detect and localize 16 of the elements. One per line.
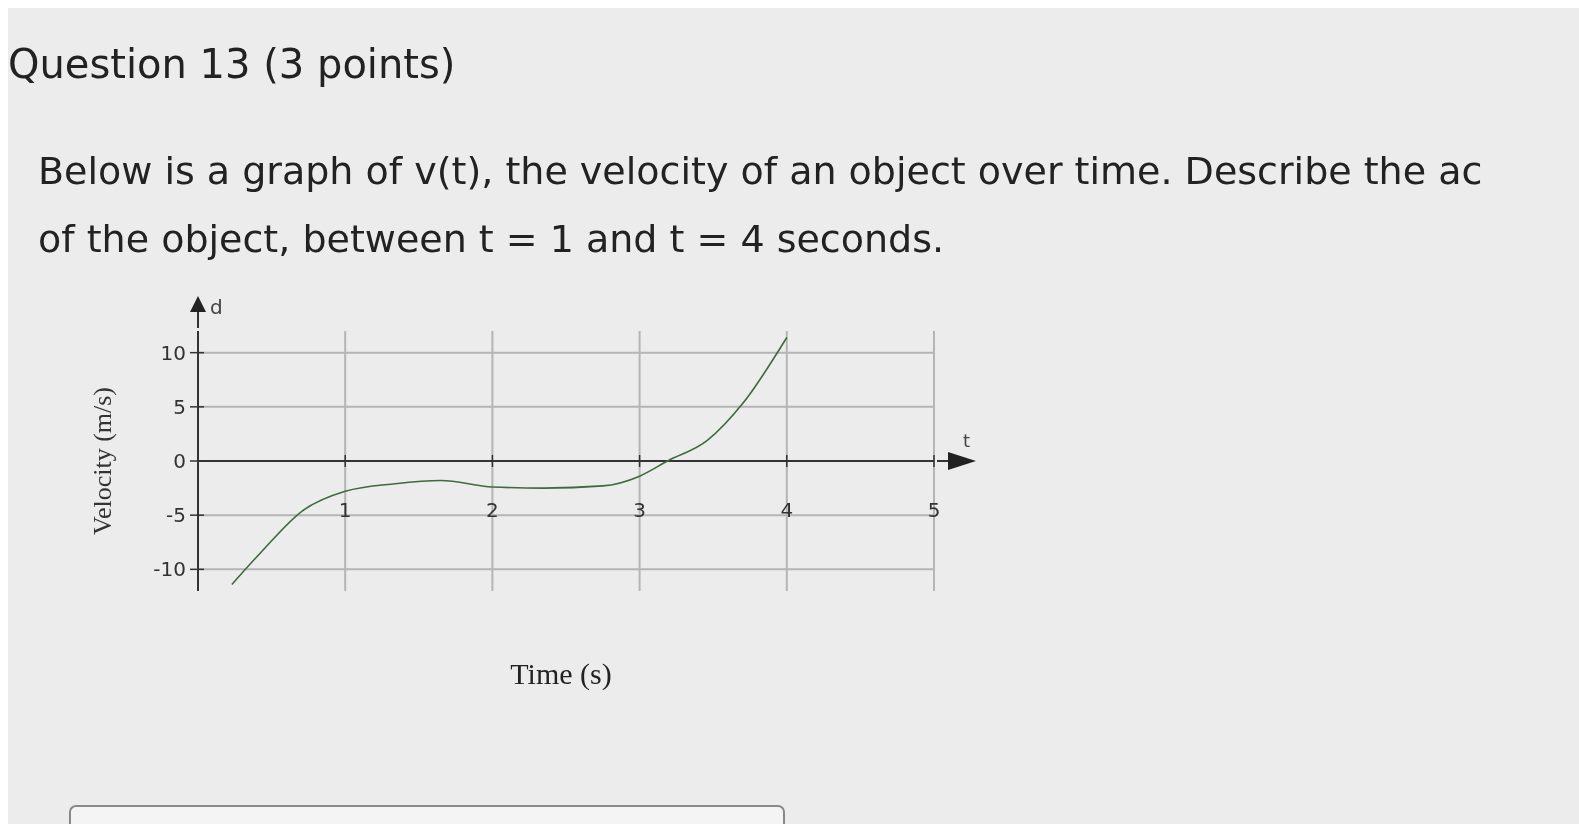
x-tick-label: 5	[927, 498, 941, 522]
y-tick-label: 0	[173, 449, 186, 473]
x-tick-label: 4	[780, 498, 794, 522]
y-axis-title: Velocity (m/s)	[88, 386, 117, 536]
y-tick-label: 5	[173, 394, 186, 419]
x-tick-label: 2	[486, 498, 499, 522]
y-tick-label: 10	[160, 340, 186, 365]
y-tick-label: -5	[166, 503, 186, 528]
text: t	[963, 430, 971, 451]
x-tick-label: 1	[338, 498, 352, 522]
x-axis-title: Time (s)	[510, 657, 612, 691]
chart-title: Question 13 (3 points)	[8, 41, 456, 87]
x-tick-label: 3	[633, 498, 646, 522]
text: d	[210, 295, 223, 319]
y-tick-label: -10	[153, 557, 186, 582]
chart-subtitle: Below is a graph of v(t), the velocity of an object over time. Describe the ac of the object, between t = 1 and t = 4 seconds.	[38, 149, 1483, 261]
